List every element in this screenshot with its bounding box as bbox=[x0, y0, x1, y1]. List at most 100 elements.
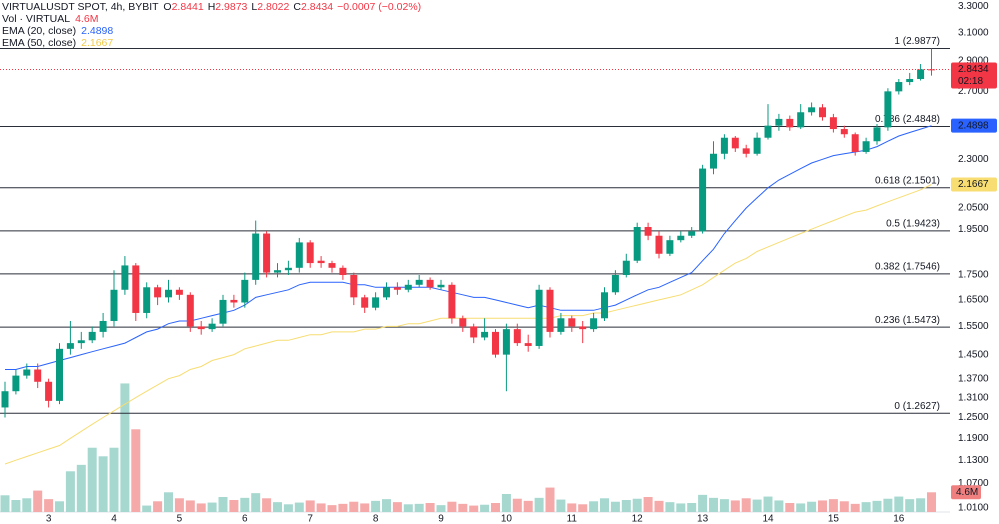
x-tick-label: 4 bbox=[111, 514, 117, 524]
x-tick-label: 8 bbox=[373, 514, 379, 524]
candle-body bbox=[917, 69, 925, 79]
candle-body bbox=[568, 318, 576, 327]
price-tag-label: 2.4898 bbox=[958, 120, 989, 131]
fib-label: 0.786 (2.4848) bbox=[875, 114, 940, 125]
candle-body bbox=[88, 331, 96, 341]
symbol-title: VIRTUALUSDT SPOT, 4h, BYBIT bbox=[2, 1, 159, 13]
candle-body bbox=[132, 265, 140, 313]
candle-body bbox=[535, 289, 543, 346]
volume-bar bbox=[262, 498, 272, 512]
volume-bar bbox=[534, 497, 544, 512]
volume-bar bbox=[643, 497, 653, 512]
volume-bar bbox=[501, 494, 511, 512]
candle-body bbox=[110, 289, 118, 321]
volume-bar bbox=[512, 498, 522, 512]
volume-bar bbox=[687, 503, 697, 512]
volume-bar bbox=[894, 496, 904, 512]
candle-body bbox=[470, 326, 478, 338]
volume-bar bbox=[916, 498, 926, 512]
x-tick-label: 16 bbox=[893, 514, 905, 524]
candle-body bbox=[731, 137, 739, 149]
volume-bar bbox=[610, 501, 620, 512]
candle-body bbox=[372, 297, 380, 308]
candle-body bbox=[492, 331, 499, 355]
y-tick-label: 1.2500 bbox=[958, 412, 989, 423]
candle-body bbox=[361, 297, 369, 308]
volume-bar bbox=[578, 504, 588, 512]
legend-ema20: EMA (20, close) 2.4898 bbox=[2, 25, 113, 37]
candle-body bbox=[197, 326, 205, 330]
candle-body bbox=[241, 279, 249, 303]
volume-bar bbox=[131, 429, 141, 512]
fib-label: 0.5 (1.9423) bbox=[886, 218, 940, 229]
volume-bar bbox=[774, 500, 784, 512]
y-tick-label: 3.1000 bbox=[958, 27, 989, 38]
ohlc-value: 2.8022 bbox=[257, 1, 289, 13]
candle-body bbox=[797, 112, 805, 128]
volume-bar bbox=[523, 500, 533, 512]
fib-label: 0.236 (1.5473) bbox=[875, 315, 940, 326]
candle-body bbox=[513, 329, 521, 344]
volume-bar bbox=[44, 499, 54, 512]
candle-body bbox=[350, 275, 358, 298]
candle-body bbox=[295, 242, 303, 268]
volume-bar bbox=[567, 503, 577, 512]
candle-body bbox=[77, 340, 85, 344]
y-tick-label: 1.5500 bbox=[958, 321, 989, 332]
candle-body bbox=[557, 318, 565, 332]
candle-body bbox=[666, 240, 674, 254]
ohlc-label: H bbox=[208, 1, 216, 13]
candle-body bbox=[601, 292, 608, 319]
volume-bar bbox=[763, 496, 773, 512]
candle-body bbox=[66, 343, 74, 349]
volume-bar bbox=[545, 487, 555, 512]
volume-bar bbox=[709, 497, 718, 512]
candle-body bbox=[328, 263, 336, 268]
volume-bar bbox=[807, 501, 817, 512]
volume-bar bbox=[305, 500, 315, 512]
candle-body bbox=[284, 267, 292, 271]
volume-bar bbox=[65, 471, 75, 512]
y-tick-label: 1.6500 bbox=[958, 295, 989, 306]
candle-body bbox=[819, 107, 826, 118]
volume-bar bbox=[327, 505, 337, 512]
price-tag-label: 2.8434 bbox=[958, 64, 989, 75]
legend-main: VIRTUALUSDT SPOT, 4h, BYBIT O2.8441 H2.987… bbox=[2, 1, 421, 13]
candle-body bbox=[808, 107, 816, 113]
candle-body bbox=[884, 91, 892, 128]
volume-bar bbox=[447, 501, 457, 512]
x-tick-label: 5 bbox=[177, 514, 183, 524]
volume-bar bbox=[632, 498, 642, 512]
candle-body bbox=[906, 78, 914, 83]
legend-volume: Vol · VIRTUAL 4.6M bbox=[2, 13, 98, 25]
volume-bar bbox=[883, 498, 893, 512]
x-tick-label: 12 bbox=[632, 514, 644, 524]
candle-body bbox=[186, 294, 194, 327]
candle-body bbox=[688, 231, 696, 236]
y-tick-label: 3.3000 bbox=[958, 1, 989, 12]
y-tick-label: 1.7500 bbox=[958, 270, 989, 281]
y-tick-label: 1.0100 bbox=[958, 502, 989, 513]
volume-bar bbox=[349, 501, 359, 512]
candle-body bbox=[895, 82, 903, 92]
volume-bar bbox=[371, 500, 381, 512]
legend-ema50: EMA (50, close) 2.1667 bbox=[2, 37, 113, 49]
volume-bar bbox=[458, 503, 468, 512]
y-tick-label: 1.3700 bbox=[958, 373, 989, 384]
volume-bar bbox=[818, 500, 827, 512]
candle-body bbox=[873, 127, 881, 142]
candle-body bbox=[753, 137, 761, 154]
volume-bar bbox=[0, 495, 10, 512]
candle-body bbox=[546, 289, 554, 332]
candle-body bbox=[720, 137, 728, 154]
price-tag bbox=[951, 62, 997, 89]
volume-bar bbox=[33, 490, 43, 512]
countdown: 02:18 bbox=[958, 76, 983, 87]
volume-bar bbox=[872, 500, 882, 512]
x-tick-label: 15 bbox=[828, 514, 840, 524]
candle-body bbox=[928, 69, 935, 71]
volume-bar bbox=[55, 501, 64, 512]
x-tick-label: 11 bbox=[567, 514, 578, 524]
volume-bar bbox=[828, 499, 838, 512]
candle-body bbox=[611, 275, 619, 293]
